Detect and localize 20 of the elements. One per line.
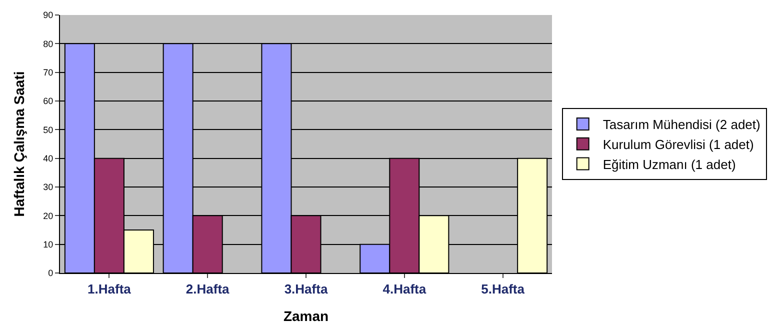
y-tick-label: 30	[43, 182, 54, 192]
y-tick-label: 50	[43, 124, 54, 135]
legend-label: Eğitim Uzmanı (1 adet)	[602, 156, 736, 172]
y-tick-label: 20	[43, 210, 54, 221]
x-tick-label: 3.Hafta	[284, 282, 328, 297]
y-tick-label: 90	[43, 10, 54, 20]
x-tick-label: 2.Hafta	[186, 282, 230, 297]
x-tick-label: 1.Hafta	[88, 282, 132, 297]
y-tick-label: 0	[48, 268, 54, 278]
x-tick-label: 5.Hafta	[481, 282, 526, 297]
y-tick-label: 10	[43, 239, 54, 250]
y-tick-label: 40	[43, 153, 54, 164]
x-axis-title: Zaman	[283, 308, 329, 324]
y-tick-label: 60	[43, 96, 54, 106]
y-tick-label: 80	[43, 38, 54, 49]
y-axis-title: Haftalık Çalışma Saati	[10, 71, 27, 217]
y-tick-label: 70	[43, 67, 54, 78]
legend-label: Kurulum Görevlisi (1 adet)	[602, 136, 754, 152]
x-tick-label: 4.Hafta	[382, 282, 427, 297]
legend-label: Tasarım Mühendisi (2 adet)	[602, 117, 760, 132]
